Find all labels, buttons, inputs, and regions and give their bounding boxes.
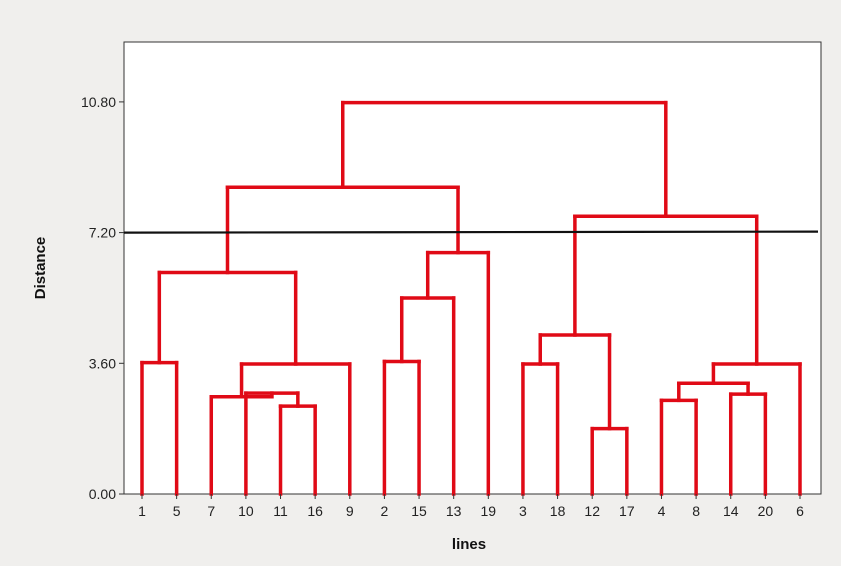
x-tick-label: 19 bbox=[481, 503, 497, 519]
x-tick-label: 2 bbox=[381, 503, 389, 519]
y-tick-label: 0.00 bbox=[89, 486, 116, 502]
y-axis-title: Distance bbox=[32, 237, 49, 300]
plot-area bbox=[123, 41, 822, 495]
x-tick-label: 15 bbox=[411, 503, 427, 519]
x-tick-label: 14 bbox=[723, 503, 739, 519]
cut-line bbox=[123, 230, 819, 234]
x-tick-label: 8 bbox=[692, 503, 700, 519]
x-tick-label: 16 bbox=[307, 503, 323, 519]
x-tick-label: 11 bbox=[273, 503, 288, 519]
y-tick-label: 10.80 bbox=[81, 94, 116, 110]
x-tick-label: 3 bbox=[519, 503, 527, 519]
y-tick-label: 3.60 bbox=[89, 355, 116, 371]
x-axis-ticks: 1 5 7 10 11 16 9 2 15 13 19 3 18 12 17 4 8 14 20 6 bbox=[138, 494, 804, 519]
x-tick-label: 5 bbox=[173, 503, 181, 519]
x-tick-label: 10 bbox=[238, 503, 254, 519]
y-axis-ticks: 0.00 3.60 7.20 10.80 bbox=[81, 94, 124, 502]
x-axis-title: lines bbox=[452, 536, 486, 553]
x-tick-label: 7 bbox=[207, 503, 215, 519]
x-tick-label: 4 bbox=[658, 503, 666, 519]
x-tick-label: 17 bbox=[619, 503, 635, 519]
x-tick-label: 18 bbox=[550, 503, 566, 519]
x-tick-label: 1 bbox=[138, 503, 146, 519]
x-tick-label: 9 bbox=[346, 503, 354, 519]
x-tick-label: 12 bbox=[584, 503, 600, 519]
dendrogram-branches bbox=[140, 100, 802, 496]
x-tick-label: 13 bbox=[446, 503, 462, 519]
y-tick-label: 7.20 bbox=[89, 225, 116, 241]
x-tick-label: 6 bbox=[796, 503, 804, 519]
x-tick-label: 20 bbox=[758, 503, 774, 519]
